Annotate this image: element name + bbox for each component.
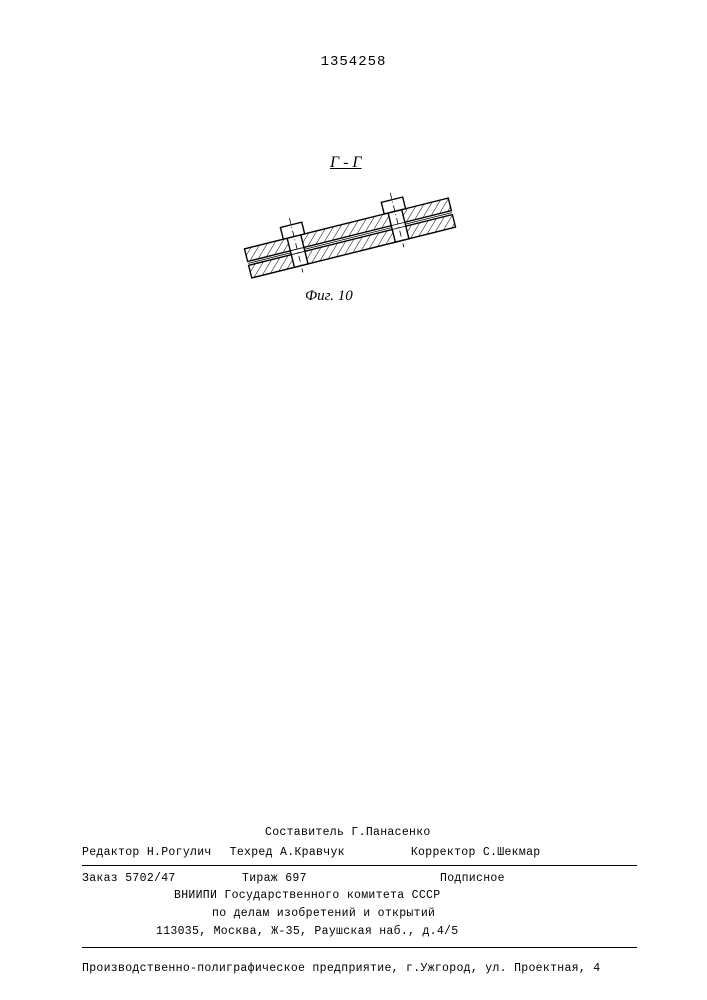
- podpisnoe: Подписное: [402, 870, 505, 888]
- credits-row: Редактор Н.Рогулич Техред А.Кравчук Корр…: [82, 844, 637, 866]
- compiler-label: Составитель: [265, 826, 344, 839]
- org-line-1: ВНИИПИ Государственного комитета СССР: [82, 887, 637, 905]
- press-line: Производственно-полиграфическое предприя…: [82, 948, 637, 978]
- org-line-2: по делам изобретений и открытий: [82, 905, 637, 923]
- techred: Техред А.Кравчук: [230, 844, 345, 862]
- cross-section-diagram: [220, 168, 480, 308]
- org-line-3: 113035, Москва, Ж-35, Раушская наб., д.4…: [82, 923, 637, 948]
- imprint-block: Составитель Г.Панасенко Редактор Н.Рогул…: [82, 824, 637, 978]
- figure-10: Г - Г: [220, 168, 480, 308]
- compiler-name: Г.Панасенко: [351, 826, 430, 839]
- corrector: Корректор С.Шекмар: [411, 844, 541, 862]
- figure-caption: Фиг. 10: [305, 288, 353, 305]
- compiler-line: Составитель Г.Панасенко: [82, 824, 637, 844]
- page-number: 1354258: [321, 54, 387, 70]
- order: Заказ 5702/47: [82, 870, 242, 888]
- tirazh: Тираж 697: [242, 870, 402, 888]
- order-row: Заказ 5702/47 Тираж 697 Подписное: [82, 866, 637, 888]
- editor: Редактор Н.Рогулич: [82, 844, 212, 862]
